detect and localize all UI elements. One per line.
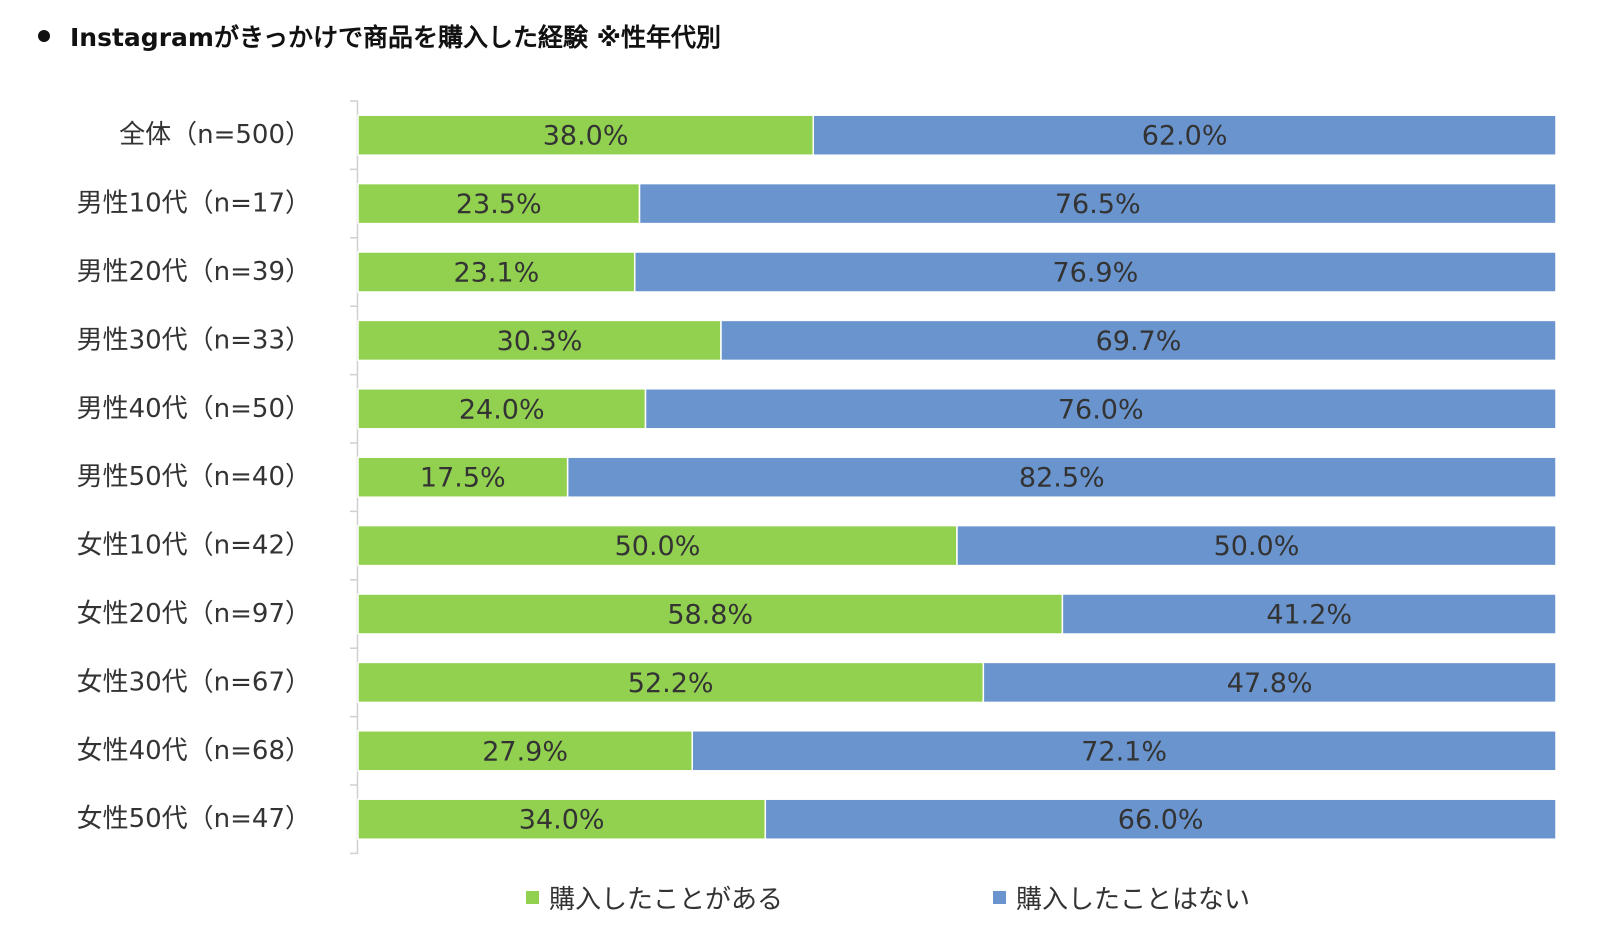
legend-item-not-purchased: 購入したことはない bbox=[993, 879, 1250, 916]
bar-segment-purchased bbox=[357, 524, 958, 567]
data-label-not-purchased: 76.0% bbox=[1058, 394, 1144, 425]
data-label-not-purchased: 66.0% bbox=[1118, 805, 1204, 836]
data-label-not-purchased: 62.0% bbox=[1142, 121, 1228, 152]
bars-layer bbox=[357, 114, 1557, 840]
legend-label-purchased: 購入したことがある bbox=[549, 885, 784, 915]
data-label-not-purchased: 76.9% bbox=[1052, 258, 1138, 289]
axis-layer bbox=[350, 100, 359, 855]
bar-segment-purchased bbox=[357, 182, 641, 225]
legend-swatch-purchased bbox=[526, 891, 539, 904]
bar-segment-purchased bbox=[357, 319, 722, 362]
chart-title-text: Instagramがきっかけで商品を購入した経験 ※性年代別 bbox=[70, 23, 721, 52]
data-label-purchased: 17.5% bbox=[420, 463, 506, 494]
category-label: 女性50代（n=47） bbox=[77, 804, 311, 834]
data-label-not-purchased: 72.1% bbox=[1081, 736, 1167, 767]
category-label: 女性40代（n=68） bbox=[77, 736, 311, 766]
bar-segment-not-purchased bbox=[764, 798, 1557, 840]
data-label-not-purchased: 41.2% bbox=[1266, 600, 1352, 631]
category-label: 男性10代（n=17） bbox=[77, 189, 311, 219]
category-label: 男性40代（n=50） bbox=[77, 394, 311, 424]
legend-label-not-purchased: 購入したことはない bbox=[1016, 885, 1251, 915]
labels-layer: 全体（n=500） 38.0% 62.0% 男性10代（n=17） 23.5% 76.5%… bbox=[77, 120, 1353, 836]
data-label-not-purchased: 69.7% bbox=[1096, 326, 1182, 357]
bar-segment-not-purchased bbox=[982, 661, 1557, 704]
bar-segment-not-purchased bbox=[566, 456, 1557, 498]
data-label-purchased: 30.3% bbox=[497, 326, 583, 357]
bar-segment-not-purchased bbox=[956, 524, 1557, 567]
bar-segment-not-purchased bbox=[633, 251, 1557, 293]
data-label-not-purchased: 47.8% bbox=[1227, 668, 1313, 699]
data-label-purchased: 27.9% bbox=[482, 736, 568, 767]
bullet-icon bbox=[38, 30, 50, 42]
bar-segment-not-purchased bbox=[691, 730, 1557, 772]
category-label: 女性20代（n=97） bbox=[77, 599, 311, 629]
data-label-purchased: 34.0% bbox=[519, 805, 605, 836]
chart-title: Instagramがきっかけで商品を購入した経験 ※性年代別 bbox=[38, 18, 721, 54]
data-label-purchased: 38.0% bbox=[543, 121, 629, 152]
category-label: 女性10代（n=42） bbox=[77, 531, 311, 561]
data-label-purchased: 23.5% bbox=[456, 189, 542, 220]
bar-segment-purchased bbox=[357, 730, 693, 772]
legend-item-purchased: 購入したことがある bbox=[526, 879, 783, 916]
legend-swatch-not-purchased bbox=[993, 891, 1006, 904]
category-label: 女性30代（n=67） bbox=[77, 667, 311, 697]
data-label-purchased: 23.1% bbox=[453, 258, 539, 289]
bar-segment-not-purchased bbox=[638, 182, 1557, 225]
category-label: 全体（n=500） bbox=[119, 120, 311, 150]
bar-segment-purchased bbox=[357, 114, 814, 156]
bar-segment-purchased bbox=[357, 456, 569, 498]
bar-segment-purchased bbox=[357, 661, 985, 704]
bar-segment-not-purchased bbox=[812, 114, 1557, 156]
bar-segment-not-purchased bbox=[720, 319, 1557, 362]
data-label-purchased: 24.0% bbox=[459, 394, 545, 425]
category-label: 男性50代（n=40） bbox=[77, 462, 311, 492]
bar-segment-purchased bbox=[357, 388, 647, 430]
bar-segment-not-purchased bbox=[1061, 593, 1557, 635]
data-label-purchased: 58.8% bbox=[667, 600, 753, 631]
data-label-purchased: 50.0% bbox=[615, 531, 701, 562]
data-label-not-purchased: 76.5% bbox=[1055, 189, 1141, 220]
bar-segment-purchased bbox=[357, 251, 636, 293]
category-label: 男性20代（n=39） bbox=[77, 257, 311, 287]
category-label: 男性30代（n=33） bbox=[77, 325, 311, 355]
data-label-purchased: 52.2% bbox=[628, 668, 714, 699]
data-label-not-purchased: 50.0% bbox=[1214, 531, 1300, 562]
data-label-not-purchased: 82.5% bbox=[1019, 463, 1105, 494]
bar-segment-not-purchased bbox=[644, 388, 1557, 430]
bar-segment-purchased bbox=[357, 593, 1064, 635]
bar-segment-purchased bbox=[357, 798, 767, 840]
